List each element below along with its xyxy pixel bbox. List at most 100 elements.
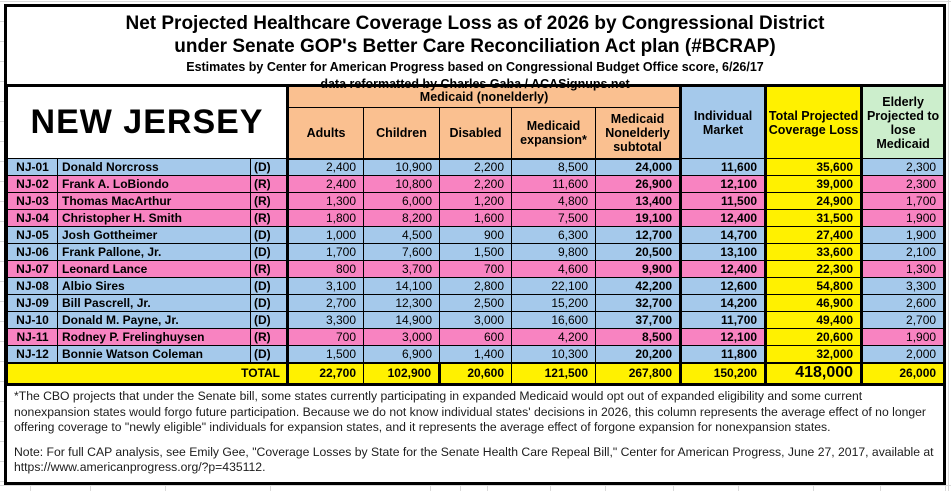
table-row: NJ-06 Frank Pallone, Jr. (D) 1,700 7,600 1,50…: [7, 243, 945, 261]
disabled-cell: 1,500: [439, 243, 513, 261]
party-cell: (R): [249, 260, 289, 278]
total-loss-cell: 24,900: [764, 192, 863, 210]
total-loss-cell: 33,600: [764, 243, 863, 261]
table-row: NJ-02 Frank A. LoBiondo (R) 2,400 10,800 2,20…: [7, 175, 945, 193]
adults-cell: 2,400: [286, 158, 365, 176]
table-image-frame: Net Projected Healthcare Coverage Loss a…: [4, 4, 946, 485]
individual-market-cell: 14,700: [679, 226, 767, 244]
total-loss-cell: 32,000: [764, 345, 863, 363]
expansion-cell: 15,200: [511, 294, 597, 312]
adults-cell: 1,000: [286, 226, 365, 244]
total-children-cell: 102,900: [363, 361, 441, 384]
disabled-cell: 1,200: [439, 192, 513, 210]
expansion-cell: 4,200: [511, 328, 597, 346]
individual-market-cell: 12,100: [679, 328, 767, 346]
spreadsheet-gridline: [90, 486, 91, 491]
title-credit-line: Estimates by Center for American Progres…: [186, 60, 764, 74]
total-loss-cell: 35,600: [764, 158, 863, 176]
disabled-cell: 600: [439, 328, 513, 346]
subtotal-cell: 20,200: [595, 345, 682, 363]
spreadsheet-gridline: [270, 486, 271, 491]
party-cell: (D): [249, 294, 289, 312]
party-cell: (R): [249, 209, 289, 227]
total-loss-cell: 46,900: [764, 294, 863, 312]
table-row: NJ-07 Leonard Lance (R) 800 3,700 700 4,600 9,9…: [7, 260, 945, 278]
spreadsheet-gridline: [0, 121, 4, 122]
district-cell: NJ-01: [7, 158, 58, 176]
rep-name-cell: Bonnie Watson Coleman: [57, 345, 251, 363]
individual-market-cell: 11,700: [679, 311, 767, 329]
medicaid-group-header: Medicaid (nonelderly): [286, 86, 682, 108]
expansion-cell: 7,500: [511, 209, 597, 227]
party-cell: (R): [249, 328, 289, 346]
spreadsheet-gridline: [0, 241, 4, 242]
party-cell: (D): [249, 345, 289, 363]
individual-market-cell: 13,100: [679, 243, 767, 261]
district-cell: NJ-09: [7, 294, 58, 312]
cbo-footnote: *The CBO projects that under the Senate …: [14, 389, 926, 434]
elderly-cell: 2,000: [860, 345, 945, 363]
rep-name-cell: Albio Sires: [57, 277, 251, 295]
children-cell: 7,600: [363, 243, 441, 261]
subtotal-cell: 32,700: [595, 294, 682, 312]
total-expansion-cell: 121,500: [511, 361, 597, 384]
subtotal-cell: 19,100: [595, 209, 682, 227]
subtotal-cell: 42,200: [595, 277, 682, 295]
district-cell: NJ-10: [7, 311, 58, 329]
rep-name-cell: Donald Norcross: [57, 158, 251, 176]
subtotal-cell: 12,700: [595, 226, 682, 244]
spreadsheet-gridline: [0, 485, 951, 486]
spreadsheet-gridline: [0, 21, 4, 22]
total-subtotal-cell: 267,800: [595, 361, 682, 384]
district-cell: NJ-11: [7, 328, 58, 346]
individual-market-cell: 14,200: [679, 294, 767, 312]
spreadsheet-gridline: [0, 341, 4, 342]
spreadsheet-gridline: [0, 461, 4, 462]
spreadsheet-gridline: [0, 301, 4, 302]
disabled-cell: 2,200: [439, 175, 513, 193]
spreadsheet-gridline: [460, 486, 461, 491]
spreadsheet-gridline: [0, 41, 4, 42]
subtotal-cell: 24,000: [595, 158, 682, 176]
individual-market-cell: 11,600: [679, 158, 767, 176]
adults-cell: 2,400: [286, 175, 365, 193]
spreadsheet-gridline: [165, 486, 166, 491]
rep-name-cell: Rodney P. Frelinghuysen: [57, 328, 251, 346]
children-cell: 10,800: [363, 175, 441, 193]
spreadsheet-gridline: [550, 486, 551, 491]
title-line-2: under Senate GOP's Better Care Reconcili…: [174, 36, 776, 57]
subtotal-cell: 20,500: [595, 243, 682, 261]
party-cell: (D): [249, 277, 289, 295]
rep-name-cell: Christopher H. Smith: [57, 209, 251, 227]
expansion-cell: 4,800: [511, 192, 597, 210]
expansion-cell: 16,600: [511, 311, 597, 329]
expansion-cell: 6,300: [511, 226, 597, 244]
adults-cell: 3,300: [286, 311, 365, 329]
children-cell: 6,900: [363, 345, 441, 363]
elderly-cell: 2,600: [860, 294, 945, 312]
children-cell: 3,700: [363, 260, 441, 278]
total-row: TOTAL 22,700 102,900 20,600 121,500 267,…: [6, 361, 945, 384]
title-block: Net Projected Healthcare Coverage Loss a…: [7, 7, 943, 91]
expansion-cell: 11,600: [511, 175, 597, 193]
disabled-cell: 1,400: [439, 345, 513, 363]
total-loss-cell: 49,400: [764, 311, 863, 329]
table-row: NJ-11 Rodney P. Frelinghuysen (R) 700 3,000 6…: [7, 328, 945, 346]
spreadsheet-gridline: [0, 161, 4, 162]
disabled-cell: 900: [439, 226, 513, 244]
expansion-cell: 9,800: [511, 243, 597, 261]
spreadsheet-gridline: [0, 201, 4, 202]
spreadsheet-gridline: [673, 486, 674, 491]
spreadsheet-gridline: [738, 486, 739, 491]
disabled-cell: 1,600: [439, 209, 513, 227]
spreadsheet-gridline: [948, 0, 949, 491]
children-cell: 4,500: [363, 226, 441, 244]
children-cell: 3,000: [363, 328, 441, 346]
disabled-cell: 2,800: [439, 277, 513, 295]
adults-cell: 800: [286, 260, 365, 278]
coverage-loss-table: NEW JERSEY Medicaid (nonelderly) Individ…: [6, 86, 945, 384]
total-loss-cell: 27,400: [764, 226, 863, 244]
elderly-header: Elderly Projected to lose Medicaid: [860, 86, 945, 159]
spreadsheet-gridline: [0, 281, 4, 282]
elderly-cell: 2,700: [860, 311, 945, 329]
